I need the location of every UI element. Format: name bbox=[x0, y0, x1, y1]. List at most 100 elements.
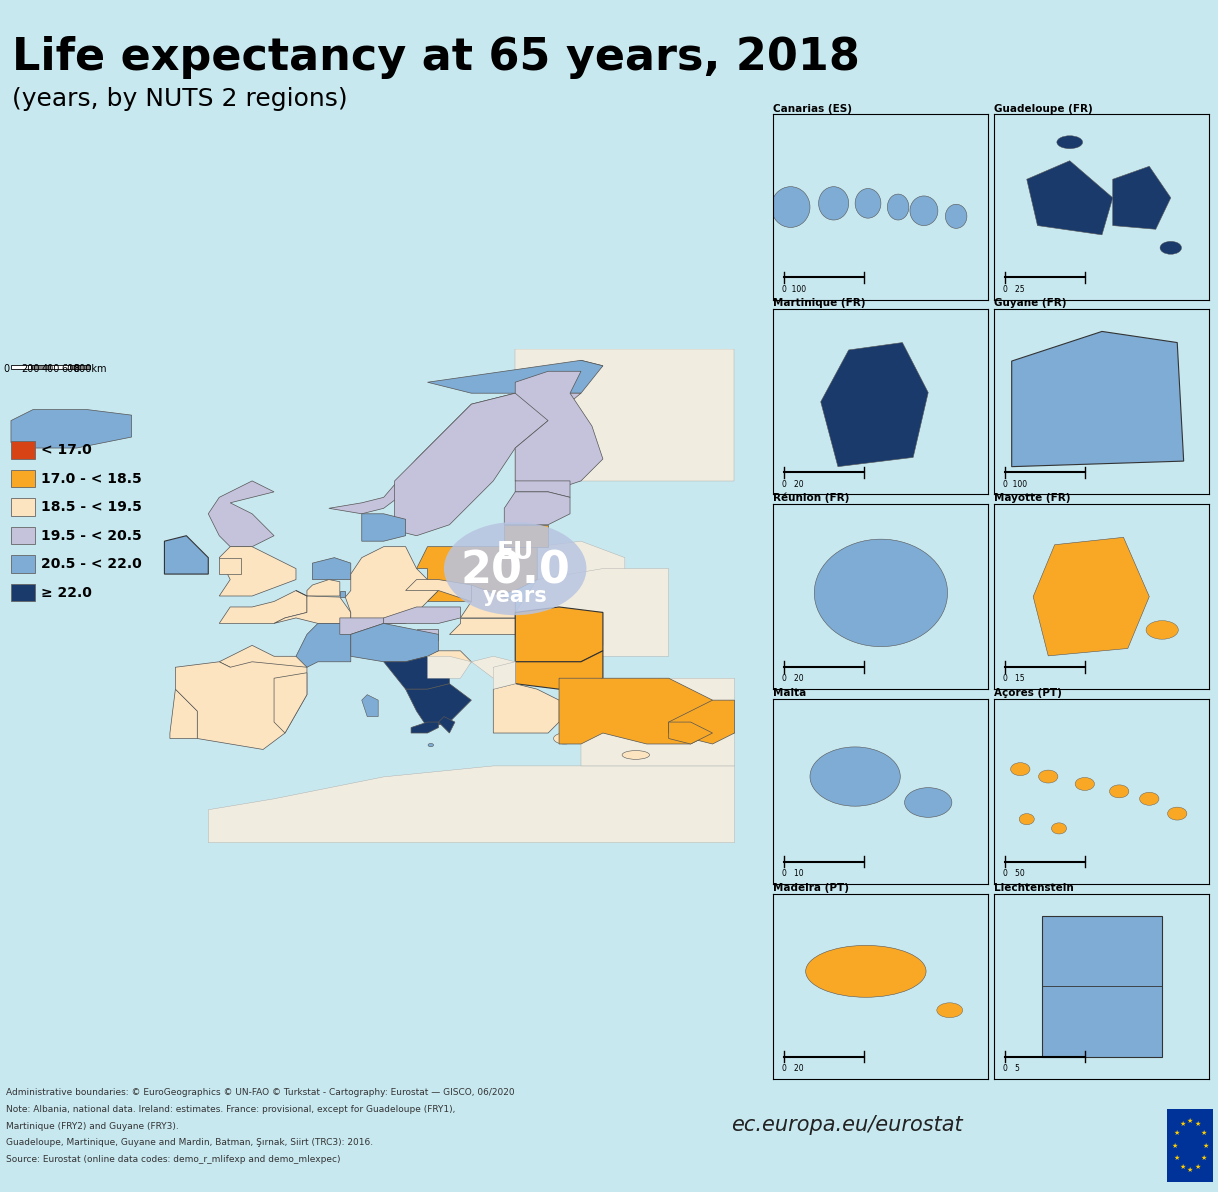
Ellipse shape bbox=[443, 522, 587, 615]
Polygon shape bbox=[559, 678, 734, 744]
Text: < 17.0: < 17.0 bbox=[40, 443, 91, 458]
Polygon shape bbox=[274, 590, 351, 623]
Text: Malta: Malta bbox=[773, 688, 806, 699]
Polygon shape bbox=[1027, 161, 1113, 235]
Polygon shape bbox=[312, 558, 351, 579]
Text: 20.0: 20.0 bbox=[460, 550, 570, 592]
Polygon shape bbox=[417, 547, 537, 602]
Polygon shape bbox=[175, 662, 307, 750]
Polygon shape bbox=[460, 585, 515, 617]
Bar bbox=[11, 527, 35, 545]
Bar bbox=[11, 498, 35, 516]
Bar bbox=[11, 555, 35, 573]
Ellipse shape bbox=[855, 188, 881, 218]
Ellipse shape bbox=[1110, 784, 1129, 797]
Text: ★: ★ bbox=[1202, 1142, 1208, 1149]
Ellipse shape bbox=[553, 733, 575, 744]
Text: 0  100: 0 100 bbox=[1004, 479, 1027, 489]
Ellipse shape bbox=[810, 747, 900, 806]
Text: Guadeloupe (FR): Guadeloupe (FR) bbox=[994, 104, 1094, 113]
Text: Mayotte (FR): Mayotte (FR) bbox=[994, 493, 1071, 503]
Polygon shape bbox=[412, 722, 438, 733]
Text: Life expectancy at 65 years, 2018: Life expectancy at 65 years, 2018 bbox=[12, 36, 860, 79]
Text: Açores (PT): Açores (PT) bbox=[994, 688, 1062, 699]
Text: 0   20: 0 20 bbox=[782, 675, 804, 683]
Text: 600: 600 bbox=[61, 365, 79, 374]
Text: ≥ 22.0: ≥ 22.0 bbox=[40, 585, 91, 600]
Text: EU: EU bbox=[497, 540, 533, 564]
Polygon shape bbox=[515, 480, 570, 497]
Text: 0  100: 0 100 bbox=[782, 285, 806, 294]
Text: 400: 400 bbox=[41, 365, 60, 374]
Polygon shape bbox=[515, 569, 669, 657]
Ellipse shape bbox=[1011, 763, 1030, 776]
Text: ★: ★ bbox=[1186, 1118, 1194, 1124]
Ellipse shape bbox=[1140, 793, 1160, 806]
Text: ★: ★ bbox=[1200, 1155, 1206, 1161]
Text: Madeira (PT): Madeira (PT) bbox=[773, 883, 849, 893]
Text: (years, by NUTS 2 regions): (years, by NUTS 2 regions) bbox=[12, 87, 348, 111]
Polygon shape bbox=[329, 360, 603, 514]
Polygon shape bbox=[340, 547, 438, 634]
Polygon shape bbox=[395, 393, 581, 535]
Text: ★: ★ bbox=[1195, 1122, 1201, 1128]
Polygon shape bbox=[219, 547, 296, 596]
Polygon shape bbox=[296, 623, 351, 668]
Ellipse shape bbox=[1057, 136, 1083, 149]
Text: ★: ★ bbox=[1172, 1142, 1178, 1149]
Bar bbox=[11, 470, 35, 488]
Ellipse shape bbox=[818, 187, 849, 221]
Polygon shape bbox=[581, 613, 603, 645]
Polygon shape bbox=[449, 617, 515, 634]
Ellipse shape bbox=[1146, 621, 1178, 639]
Text: 18.5 - < 19.5: 18.5 - < 19.5 bbox=[40, 501, 141, 514]
Text: 19.5 - < 20.5: 19.5 - < 20.5 bbox=[40, 529, 141, 542]
Polygon shape bbox=[219, 558, 241, 575]
Text: years: years bbox=[482, 586, 548, 606]
Polygon shape bbox=[362, 514, 406, 541]
Text: ★: ★ bbox=[1174, 1130, 1180, 1136]
Text: Martinique (FR): Martinique (FR) bbox=[773, 298, 866, 309]
Polygon shape bbox=[493, 662, 515, 689]
Polygon shape bbox=[515, 349, 734, 480]
Bar bbox=[50, 365, 71, 370]
Ellipse shape bbox=[945, 204, 967, 229]
Polygon shape bbox=[351, 623, 438, 662]
Polygon shape bbox=[219, 645, 307, 672]
Text: ★: ★ bbox=[1186, 1167, 1194, 1173]
Polygon shape bbox=[384, 607, 460, 623]
Ellipse shape bbox=[910, 195, 938, 225]
Polygon shape bbox=[208, 766, 734, 843]
Ellipse shape bbox=[937, 1002, 962, 1018]
Text: Liechtenstein: Liechtenstein bbox=[994, 883, 1074, 893]
Bar bbox=[30, 365, 50, 370]
Text: 0   15: 0 15 bbox=[1004, 675, 1024, 683]
Polygon shape bbox=[164, 535, 208, 575]
Polygon shape bbox=[417, 651, 471, 678]
Ellipse shape bbox=[1039, 770, 1058, 783]
Text: ★: ★ bbox=[1179, 1122, 1185, 1128]
Text: 200: 200 bbox=[22, 365, 40, 374]
Text: Guyane (FR): Guyane (FR) bbox=[994, 298, 1067, 309]
Bar bbox=[11, 584, 35, 602]
Polygon shape bbox=[515, 371, 603, 492]
Ellipse shape bbox=[805, 945, 926, 998]
Polygon shape bbox=[515, 651, 603, 689]
Polygon shape bbox=[821, 342, 928, 466]
Bar bbox=[11, 441, 35, 459]
Ellipse shape bbox=[1168, 807, 1186, 820]
Polygon shape bbox=[406, 684, 471, 727]
Polygon shape bbox=[362, 695, 378, 716]
Ellipse shape bbox=[1051, 822, 1067, 834]
Text: 0   20: 0 20 bbox=[782, 1064, 804, 1073]
Ellipse shape bbox=[905, 788, 951, 818]
Polygon shape bbox=[471, 657, 515, 684]
Ellipse shape bbox=[771, 187, 810, 228]
Ellipse shape bbox=[1160, 241, 1181, 254]
Text: ★: ★ bbox=[1200, 1130, 1206, 1136]
Polygon shape bbox=[515, 607, 603, 662]
Text: ★: ★ bbox=[1195, 1163, 1201, 1169]
Bar bbox=[11, 365, 30, 370]
Ellipse shape bbox=[622, 751, 649, 759]
Polygon shape bbox=[669, 700, 734, 744]
